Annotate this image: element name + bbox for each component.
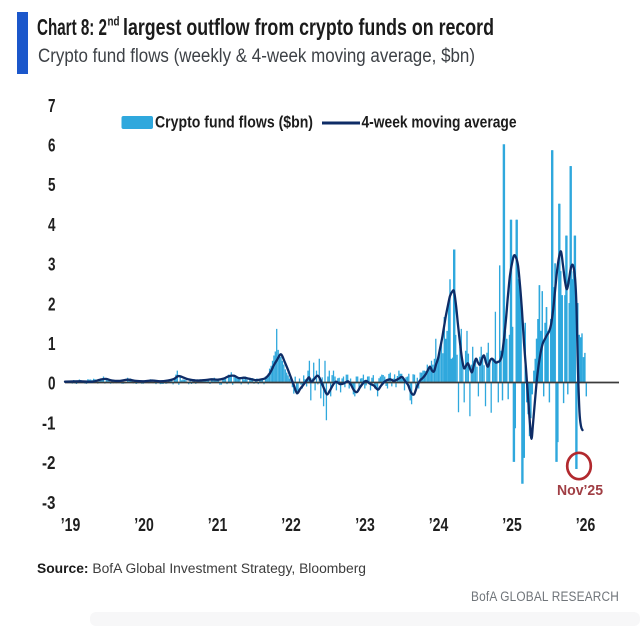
svg-text:0: 0 (48, 374, 56, 394)
svg-text:nd: nd (108, 14, 120, 29)
svg-text:BofA GLOBAL RESEARCH: BofA GLOBAL RESEARCH (471, 589, 619, 604)
svg-text:3: 3 (48, 255, 56, 275)
svg-text:’26: ’26 (576, 515, 596, 535)
svg-text:Nov’25: Nov’25 (557, 482, 603, 499)
svg-text:’20: ’20 (134, 515, 154, 535)
svg-text:’19: ’19 (61, 515, 81, 535)
svg-text:-1: -1 (42, 413, 56, 433)
svg-text:5: 5 (48, 175, 56, 195)
svg-text:’23: ’23 (355, 515, 375, 535)
svg-text:’22: ’22 (281, 515, 301, 535)
svg-text:4: 4 (48, 215, 56, 235)
svg-text:2: 2 (48, 294, 56, 314)
svg-text:Chart 8: 2: Chart 8: 2 (37, 14, 107, 40)
svg-text:1: 1 (48, 334, 56, 354)
svg-text:’21: ’21 (208, 515, 228, 535)
svg-text:7: 7 (48, 96, 56, 116)
svg-text:Crypto fund flows ($bn): Crypto fund flows ($bn) (155, 113, 313, 132)
svg-text:Crypto fund flows (weekly & 4-: Crypto fund flows (weekly & 4-week movin… (38, 46, 475, 67)
svg-text:’24: ’24 (429, 515, 449, 535)
svg-text:4-week moving average: 4-week moving average (362, 113, 517, 132)
svg-text:’25: ’25 (502, 515, 522, 535)
svg-text:largest outflow from crypto fu: largest outflow from crypto funds on rec… (123, 14, 494, 40)
svg-text:6: 6 (48, 136, 56, 156)
svg-text:-3: -3 (42, 493, 56, 513)
svg-text:-2: -2 (42, 453, 56, 473)
svg-text:Source: BofA Global Investment: Source: BofA Global Investment Strategy,… (37, 561, 366, 576)
